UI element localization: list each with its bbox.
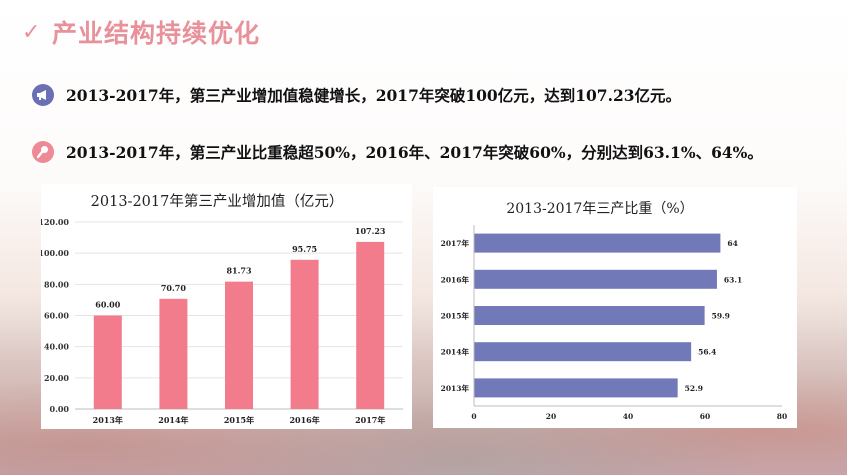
bar (290, 259, 319, 409)
bar (159, 298, 188, 409)
x-tick-label: 20 (546, 412, 556, 421)
chart-share: 2013-2017年三产比重（%） 64 63.1 59.9 56.4 52.9 201… (433, 187, 797, 428)
data-label: 81.73 (226, 266, 251, 276)
bar (474, 233, 721, 253)
y-tick-label: 0.00 (50, 404, 70, 414)
bar (225, 281, 253, 409)
bullet-text-1: 2013-2017年，第三产业增加值稳健增长，2017年突破100亿元，达到10… (66, 86, 682, 105)
x-tick-label: 2016年 (289, 415, 319, 425)
x-tick-label: 80 (777, 412, 787, 421)
x-tick-label: 2017年 (355, 415, 385, 425)
bullet-text-2: 2013-2017年，第三产业比重稳超50%，2016年、2017年突破60%，… (66, 143, 763, 162)
megaphone-icon (32, 84, 54, 106)
y-tick-label: 120.00 (41, 217, 69, 227)
y-tick-label: 2017年 (441, 238, 470, 248)
data-label: 95.75 (292, 244, 317, 254)
data-label: 59.9 (712, 312, 730, 321)
bar (474, 378, 678, 398)
x-tick-label: 2015年 (224, 415, 254, 425)
bullet-item-2: 2013-2017年，第三产业比重稳超50%，2016年、2017年突破60%，… (32, 141, 763, 163)
y-tick-label: 2016年 (441, 274, 470, 284)
chart-title: 2013-2017年第三产业增加值（亿元） (91, 192, 344, 210)
y-tick-label: 20.00 (44, 373, 69, 383)
bar (474, 269, 717, 289)
y-tick-label: 2014年 (441, 347, 470, 357)
microphone-icon (32, 141, 54, 163)
bar (356, 241, 385, 409)
data-label: 64 (727, 239, 737, 248)
y-tick-label: 100.00 (41, 248, 69, 258)
y-tick-label: 60.00 (44, 311, 69, 321)
data-label: 107.23 (355, 226, 386, 236)
bar (474, 342, 692, 362)
data-label: 70.70 (161, 283, 186, 293)
bar (474, 306, 705, 325)
x-tick-label: 60 (700, 412, 710, 421)
bar (93, 315, 122, 409)
data-label: 60.00 (95, 300, 120, 310)
y-tick-label: 40.00 (44, 342, 69, 352)
y-tick-label: 2013年 (441, 383, 470, 393)
x-tick-label: 0 (471, 412, 476, 421)
y-tick-label: 2015年 (441, 311, 470, 321)
slide-title-row: ✓ 产业结构持续优化 (22, 14, 260, 50)
x-tick-label: 2013年 (93, 415, 123, 425)
bar-chart-tertiary-share: 2013-2017年三产比重（%） 64 63.1 59.9 56.4 52.9 201… (441, 201, 788, 421)
data-label: 63.1 (724, 275, 742, 284)
x-tick-label: 2014年 (158, 415, 188, 425)
slide-title: 产业结构持续优化 (52, 19, 261, 48)
data-label: 56.4 (698, 348, 716, 357)
chart-value-added: 2013-2017年第三产业增加值（亿元） 60.00 70.70 81.73 95.… (38, 184, 412, 429)
bullet-item-1: 2013-2017年，第三产业增加值稳健增长，2017年突破100亿元，达到10… (32, 84, 681, 106)
data-label: 52.9 (685, 384, 703, 393)
x-tick-label: 40 (623, 412, 633, 421)
chart-title: 2013-2017年三产比重（%） (506, 201, 693, 217)
bar-chart-value-added: 2013-2017年第三产业增加值（亿元） 60.00 70.70 81.73 95.… (38, 192, 403, 425)
y-tick-label: 80.00 (44, 279, 69, 289)
check-icon: ✓ (22, 19, 41, 45)
